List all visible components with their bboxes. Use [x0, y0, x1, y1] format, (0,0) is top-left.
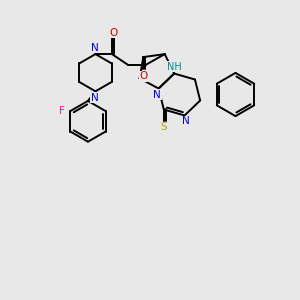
- Text: N: N: [182, 116, 190, 127]
- Text: S: S: [160, 122, 167, 133]
- Text: O: O: [139, 71, 148, 81]
- Text: NH: NH: [167, 62, 182, 72]
- Text: O: O: [109, 28, 118, 38]
- Text: N: N: [91, 93, 99, 103]
- Text: N: N: [153, 89, 161, 100]
- Text: N: N: [91, 43, 99, 52]
- Text: F: F: [59, 106, 65, 116]
